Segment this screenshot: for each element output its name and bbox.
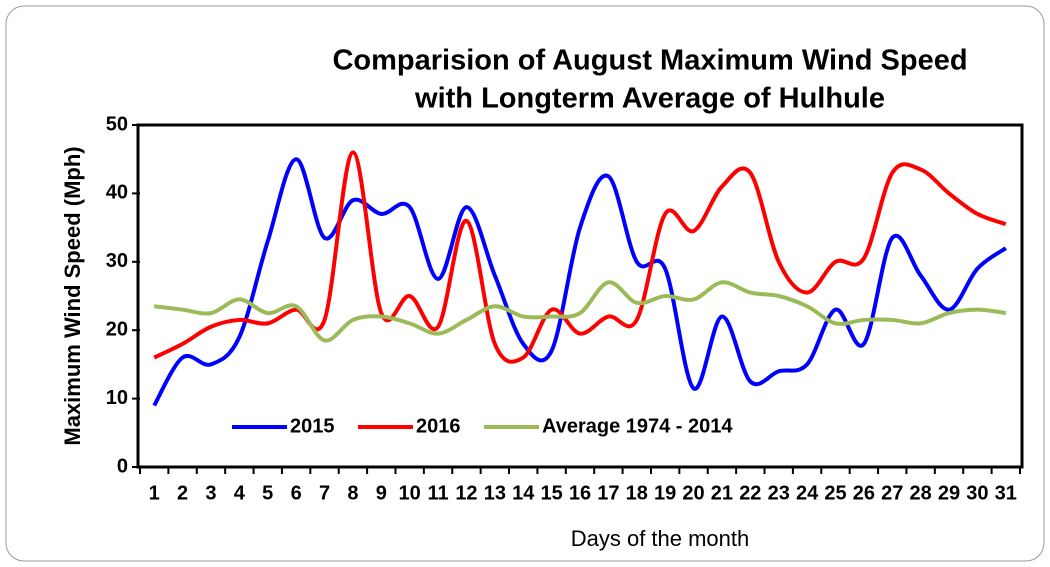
- x-tick-label: 9: [376, 482, 387, 504]
- x-tick-label: 27: [881, 482, 903, 504]
- x-tick-label: 31: [995, 482, 1017, 504]
- x-tick-label: 8: [347, 482, 358, 504]
- x-tick-label: 3: [205, 482, 216, 504]
- line-series: [153, 280, 1007, 343]
- x-tick-label: 21: [711, 482, 733, 504]
- x-tick-label: 28: [910, 482, 932, 504]
- legend-label: 2015: [290, 415, 335, 437]
- y-tick-label: 40: [106, 182, 128, 204]
- x-tick-label: 19: [654, 482, 676, 504]
- frame: [5, 5, 1045, 562]
- x-tick-label: 2: [177, 482, 188, 504]
- x-tick-label: 22: [739, 482, 761, 504]
- line-series: [152, 157, 1007, 407]
- x-tick-label: 18: [626, 482, 648, 504]
- x-tick-label: 4: [234, 482, 246, 504]
- x-tick-label: 30: [966, 482, 988, 504]
- x-tick-label: 12: [455, 482, 477, 504]
- x-tick-label: 14: [512, 482, 535, 504]
- x-tick-label: 24: [796, 482, 819, 504]
- x-tick-label: 15: [540, 482, 562, 504]
- x-tick-label: 16: [569, 482, 591, 504]
- y-tick-label: 0: [117, 455, 128, 477]
- y-tick-label: 20: [106, 318, 128, 340]
- plot-area: [136, 123, 1024, 469]
- y-axis-label: Maximum Wind Speed (Mph): [60, 146, 85, 445]
- y-tick-label: 50: [106, 113, 128, 135]
- x-tick-label: 5: [262, 482, 273, 504]
- x-tick-label: 6: [291, 482, 302, 504]
- x-tick-label: 20: [682, 482, 704, 504]
- x-tick-label: 13: [484, 482, 506, 504]
- x-axis-label: Days of the month: [571, 526, 750, 551]
- y-tick-label: 10: [106, 387, 128, 409]
- x-tick-label: 17: [597, 482, 619, 504]
- x-tick-label: 7: [319, 482, 330, 504]
- x-tick-label: 1: [149, 482, 160, 504]
- y-tick-label: 30: [106, 250, 128, 272]
- x-tick-label: 11: [427, 482, 448, 504]
- chart-subtitle: with Longterm Average of Hulhule: [414, 83, 885, 115]
- legend-label: 2016: [416, 415, 461, 437]
- x-tick-label: 25: [824, 482, 846, 504]
- x-tick-label: 10: [399, 482, 421, 504]
- chart-title: Comparision of August Maximum Wind Speed: [332, 45, 967, 77]
- legend-label: Average 1974 - 2014: [542, 415, 733, 437]
- x-tick-label: 23: [768, 482, 790, 504]
- x-tick-label: 26: [853, 482, 875, 504]
- x-tick-label: 29: [938, 482, 960, 504]
